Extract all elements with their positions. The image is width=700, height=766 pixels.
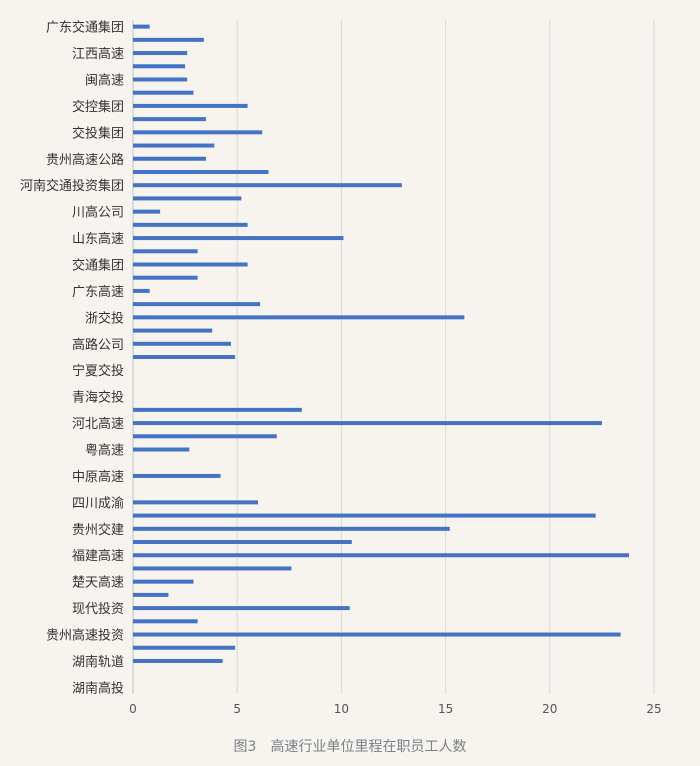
category-label: 江西高速 [72,46,124,62]
bar [133,434,277,439]
category-label: 福建高速 [72,548,124,564]
bar [133,579,194,584]
category-label: 浙交投 [85,310,124,326]
bar [133,355,236,359]
bar [133,592,169,597]
x-tick-label: 15 [438,702,453,716]
category-label: 广东交通集团 [46,20,124,36]
category-label: 宁夏交投 [72,363,124,379]
category-label: 闽高速 [85,72,124,88]
category-label: 楚天高速 [72,575,124,591]
category-label: 河南交通投资集团 [20,178,124,194]
category-label: 粤高速 [85,443,124,459]
category-label: 高路公司 [72,337,124,353]
bar [133,275,198,280]
bar [133,421,602,426]
bar [133,619,198,624]
bar [133,447,190,452]
bar [133,262,248,267]
chart-title: 图3 高速行业单位里程在职员工人数 [234,738,467,755]
x-tick-label: 0 [129,702,137,716]
bar [133,169,269,174]
bar [133,77,188,82]
bar [133,645,236,650]
bar [133,196,242,201]
bar [133,553,629,558]
bar [133,236,344,241]
bar [133,500,259,505]
bar [133,328,213,333]
x-tick-label: 10 [334,702,349,716]
bar [133,117,206,122]
bar [133,103,248,108]
category-label: 山东高速 [72,231,124,247]
category-label: 青海交投 [72,390,124,406]
bar [133,130,263,135]
category-label: 贵州交建 [72,522,124,538]
category-label: 交投集团 [72,125,124,141]
category-label: 湖南高投 [72,680,124,696]
bar [133,156,206,161]
bar [133,315,465,320]
bar [133,249,198,254]
bar [133,407,302,412]
category-label: 中原高速 [72,469,124,485]
bar [133,143,215,148]
category-label: 贵州高速公路 [46,152,124,168]
category-label: 现代投资 [72,601,124,617]
bar [133,540,352,545]
bar [133,183,402,188]
bar [133,37,204,42]
bar [133,90,194,95]
bar [133,526,450,531]
x-tick-label: 5 [233,702,241,716]
bar [133,24,150,29]
bar [133,222,248,227]
x-axis-ticks: 0 5 10 15 20 25 [129,702,661,716]
category-label: 川高公司 [72,205,124,221]
category-label: 交控集团 [72,99,124,115]
bar [133,51,188,56]
x-tick-label: 25 [646,702,661,716]
bar [133,632,621,637]
bar [133,288,150,293]
category-label: 四川成渝 [72,495,124,511]
bar [133,513,596,518]
bar [133,302,261,307]
bar [133,341,231,346]
category-label: 河北高速 [72,416,124,432]
category-label: 贵州高速投资 [46,628,124,644]
bar [133,566,292,571]
bar [133,606,350,611]
bar [133,658,223,663]
category-label: 广东高速 [72,284,124,300]
bar [133,209,161,214]
bar [133,64,186,69]
category-label: 湖南轨道 [72,654,124,670]
bars [133,24,629,663]
bar [133,473,221,478]
category-labels: 广东交通集团江西高速闽高速交控集团交投集团贵州高速公路河南交通投资集团川高公司山… [20,20,124,697]
category-label: 交通集团 [72,257,124,273]
x-tick-label: 20 [542,702,557,716]
